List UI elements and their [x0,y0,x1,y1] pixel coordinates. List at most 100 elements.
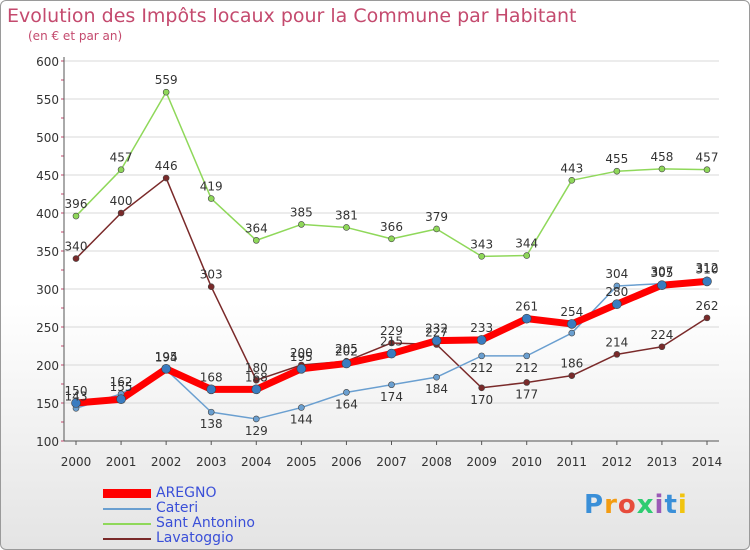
point-sant-antonino [72,212,80,220]
data-label: 419 [200,180,223,194]
data-label: 261 [515,300,538,314]
data-label: 150 [65,384,88,398]
point-lavatoggio [613,351,621,358]
point-lavatoggio [72,255,80,262]
x-tick-label: 2009 [466,455,497,469]
y-tick-label: 100 [36,435,59,449]
point-sant-antonino [207,195,215,202]
y-tick-label: 350 [36,245,59,259]
point-cateri [207,408,215,416]
point-cateri [613,282,621,290]
point-lavatoggio [207,283,215,291]
data-label: 366 [380,220,403,234]
axes: 100 150 200 250 300 350 400 450 500 550 600 2000 200… [36,55,722,469]
data-label: 312 [696,261,719,275]
x-tick-label: 2013 [647,455,678,469]
chart-title: Evolution des Impôts locaux pour la Comm… [7,5,577,27]
x-tick-label: 2001 [106,455,137,469]
point-sant-antonino [478,253,485,260]
point-sant-antonino [117,166,125,173]
legend-label: AREGNO [156,485,217,501]
point-cateri [568,329,576,337]
data-label: 174 [380,390,403,404]
data-label: 180 [245,361,268,375]
data-label: 202 [335,344,358,358]
point-cateri [523,352,531,360]
data-label: 340 [65,240,88,254]
data-label: 364 [245,221,268,235]
point-aregno [612,299,622,310]
logo-letter: t [664,490,678,520]
legend-label: Cateri [156,500,199,516]
data-label: 304 [605,267,628,281]
grid-lines [64,60,719,442]
data-label: 186 [560,357,583,371]
data-label: 205 [335,342,358,356]
data-label: 396 [65,197,88,211]
data-label: 170 [470,393,493,407]
data-label: 144 [290,413,313,427]
x-tick-label: 2008 [421,455,452,469]
data-label: 227 [425,325,448,339]
data-label: 200 [290,346,313,360]
data-label: 168 [245,370,268,384]
data-label: 400 [110,194,133,208]
data-label: 138 [200,417,223,431]
point-lavatoggio [568,372,576,379]
point-aregno [657,280,667,291]
point-cateri [298,404,305,411]
x-tick-label: 2006 [331,455,362,469]
logo-letter: r [604,490,618,520]
data-label: 457 [110,151,133,165]
data-label: 343 [470,237,493,251]
data-label: 443 [560,161,583,175]
point-aregno [476,335,487,345]
data-label: 254 [560,305,583,319]
legend-swatch [103,489,151,498]
data-label: 280 [605,285,628,299]
data-label: 212 [470,361,493,375]
proxiti-logo: Proxiti [584,490,688,520]
y-tick-label: 250 [36,321,59,335]
point-sant-antonino [523,252,531,259]
data-label: 162 [110,375,133,389]
point-lavatoggio [478,384,485,392]
y-tick-label: 200 [36,359,59,373]
point-lavatoggio [658,343,666,351]
data-label: 184 [425,382,448,396]
data-label: 155 [110,380,133,394]
data-label: 262 [696,299,719,313]
y-tick-label: 150 [36,397,59,411]
point-sant-antonino [162,88,170,96]
data-label: 194 [155,351,178,365]
data-label: 457 [696,151,719,165]
data-label: 164 [335,397,358,411]
point-cateri [433,373,440,381]
point-aregno [566,319,577,329]
point-aregno [251,384,262,395]
data-label: 307 [650,265,673,279]
logo-letter: i [654,490,665,520]
data-label: 212 [515,361,538,375]
data-label: 455 [605,152,628,166]
point-cateri [343,389,350,396]
logo-letter: o [617,490,637,520]
point-lavatoggio [388,339,395,347]
point-lavatoggio [117,209,125,217]
chart-subtitle: (en € et par an) [28,29,123,43]
point-aregno [702,276,712,287]
point-aregno [161,363,171,374]
x-tick-label: 2014 [692,455,723,469]
point-sant-antonino [433,225,440,233]
data-label: 385 [290,205,313,219]
legend-label: Sant Antonino [156,515,255,531]
data-label: 446 [155,159,178,173]
y-tick-label: 450 [36,169,59,183]
data-label: 215 [380,335,403,349]
data-label: 224 [650,328,673,342]
point-lavatoggio [252,376,260,384]
point-sant-antonino [658,165,666,173]
point-aregno [521,313,532,324]
